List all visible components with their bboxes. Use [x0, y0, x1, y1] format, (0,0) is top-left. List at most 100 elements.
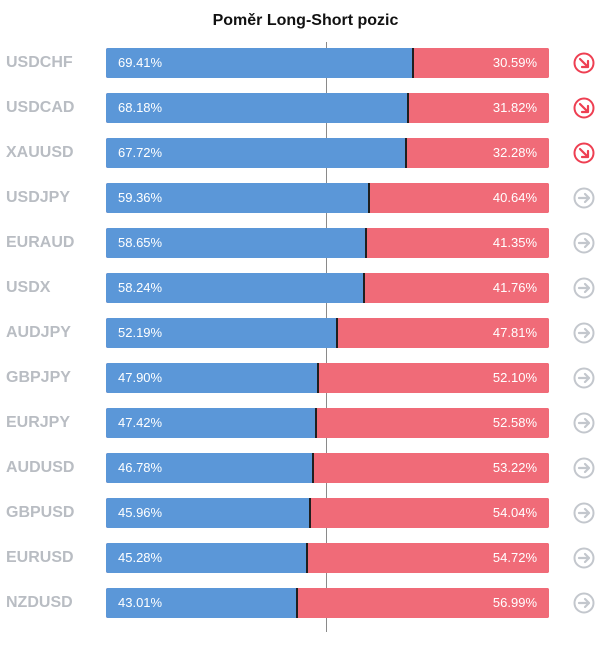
long-segment	[106, 93, 409, 123]
short-segment	[406, 138, 549, 168]
symbol-label: GBPJPY	[6, 369, 71, 386]
short-percent-label: 52.58%	[492, 415, 537, 430]
ratio-divider	[363, 273, 365, 303]
ratio-row: XAUUSD 67.72% 32.28%	[0, 138, 611, 168]
arrow-right-icon[interactable]	[573, 592, 595, 614]
short-segment	[337, 318, 549, 348]
ratio-row: EURAUD 58.65% 41.35%	[0, 228, 611, 258]
long-segment	[106, 588, 297, 618]
short-segment	[313, 453, 549, 483]
ratio-divider	[317, 363, 320, 393]
long-percent-label: 59.36%	[118, 190, 163, 205]
symbol-label: USDJPY	[6, 189, 71, 206]
ratio-divider	[308, 498, 311, 528]
long-segment	[106, 228, 366, 258]
short-percent-label: 31.82%	[492, 100, 537, 115]
long-percent-label: 46.78%	[118, 460, 163, 475]
ratio-bar: 52.19% 47.81%	[106, 318, 549, 348]
ratio-bar: 58.65% 41.35%	[106, 228, 549, 258]
long-segment	[106, 273, 364, 303]
arrow-down-right-icon[interactable]	[573, 97, 595, 119]
ratio-divider	[364, 228, 367, 258]
long-percent-label: 68.18%	[118, 100, 163, 115]
long-percent-label: 67.72%	[118, 145, 163, 160]
chart-title: Poměr Long-Short pozic	[212, 12, 399, 29]
long-percent-label: 52.19%	[118, 325, 163, 340]
short-segment	[364, 273, 549, 303]
short-segment	[368, 183, 549, 213]
ratio-bar: 47.90% 52.10%	[106, 363, 549, 393]
short-percent-label: 53.22%	[492, 460, 537, 475]
symbol-label: EURAUD	[6, 234, 75, 251]
arrow-right-icon[interactable]	[573, 547, 595, 569]
ratio-bar: 67.72% 32.28%	[106, 138, 549, 168]
short-percent-label: 56.99%	[492, 595, 537, 610]
long-percent-label: 58.24%	[118, 280, 163, 295]
arrow-right-icon[interactable]	[573, 322, 595, 344]
short-segment	[408, 93, 549, 123]
short-percent-label: 41.35%	[492, 235, 537, 250]
ratio-bar: 59.36% 40.64%	[106, 183, 549, 213]
long-percent-label: 47.42%	[118, 415, 163, 430]
arrow-right-icon[interactable]	[573, 502, 595, 524]
symbol-label: EURUSD	[6, 549, 74, 566]
ratio-row: USDJPY 59.36% 40.64%	[0, 183, 611, 213]
ratio-divider	[305, 543, 308, 573]
symbol-label: XAUUSD	[6, 144, 74, 161]
ratio-bar: 45.96% 54.04%	[106, 498, 549, 528]
short-percent-label: 41.76%	[492, 280, 537, 295]
long-percent-label: 45.28%	[118, 550, 163, 565]
arrow-right-icon[interactable]	[573, 277, 595, 299]
symbol-label: USDX	[6, 279, 51, 296]
ratio-bar: 47.42% 52.58%	[106, 408, 549, 438]
arrow-down-right-icon[interactable]	[573, 52, 595, 74]
ratio-divider	[404, 138, 407, 168]
ratio-row: AUDUSD 46.78% 53.22%	[0, 453, 611, 483]
short-segment	[296, 588, 549, 618]
symbol-label: GBPUSD	[6, 504, 75, 521]
short-percent-label: 32.28%	[492, 145, 537, 160]
long-segment	[106, 543, 307, 573]
short-segment	[365, 228, 549, 258]
ratio-divider	[295, 588, 298, 618]
ratio-divider	[407, 93, 410, 123]
ratio-row: GBPJPY 47.90% 52.10%	[0, 363, 611, 393]
symbol-label: EURJPY	[6, 414, 71, 431]
arrow-right-icon[interactable]	[573, 232, 595, 254]
short-percent-label: 30.59%	[492, 55, 537, 70]
ratio-row: GBPUSD 45.96% 54.04%	[0, 498, 611, 528]
ratio-divider	[315, 408, 318, 438]
symbol-label: AUDJPY	[6, 324, 71, 341]
long-segment	[106, 138, 406, 168]
long-percent-label: 43.01%	[118, 595, 163, 610]
long-segment	[106, 453, 314, 483]
ratio-row: USDX 58.24% 41.76%	[0, 273, 611, 303]
ratio-divider	[367, 183, 370, 213]
arrow-right-icon[interactable]	[573, 457, 595, 479]
short-segment	[316, 408, 549, 438]
ratio-row: EURJPY 47.42% 52.58%	[0, 408, 611, 438]
short-percent-label: 54.04%	[492, 505, 537, 520]
short-percent-label: 47.81%	[492, 325, 537, 340]
short-segment	[318, 363, 549, 393]
ratio-bar: 46.78% 53.22%	[106, 453, 549, 483]
ratio-divider	[412, 48, 415, 78]
arrow-right-icon[interactable]	[573, 187, 595, 209]
arrow-right-icon[interactable]	[573, 412, 595, 434]
symbol-label: USDCHF	[6, 54, 73, 71]
ratio-row: AUDJPY 52.19% 47.81%	[0, 318, 611, 348]
symbol-label: NZDUSD	[6, 594, 73, 611]
symbol-label: AUDUSD	[6, 459, 75, 476]
long-segment	[106, 363, 319, 393]
ratio-divider	[336, 318, 339, 348]
arrow-down-right-icon[interactable]	[573, 142, 595, 164]
short-percent-label: 40.64%	[492, 190, 537, 205]
ratio-row: EURUSD 45.28% 54.72%	[0, 543, 611, 573]
long-segment	[106, 408, 317, 438]
arrow-right-icon[interactable]	[573, 367, 595, 389]
short-segment	[306, 543, 549, 573]
short-segment	[413, 48, 549, 78]
ratio-divider	[312, 453, 315, 483]
ratio-row: NZDUSD 43.01% 56.99%	[0, 588, 611, 618]
short-percent-label: 54.72%	[492, 550, 537, 565]
